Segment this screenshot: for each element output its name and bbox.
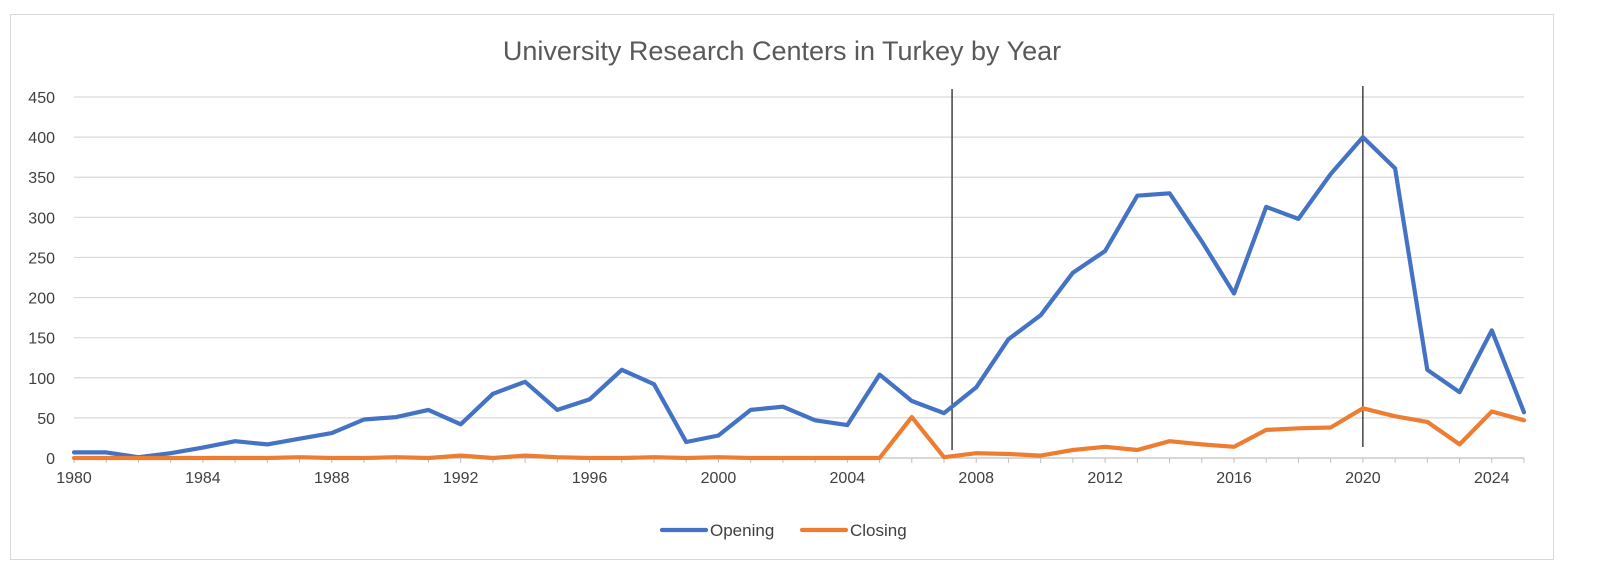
- legend-label-opening: Opening: [710, 521, 774, 540]
- x-axis-ticks: 1980 1984 1988 1992 1996 2000 2004 2008 2012 2016…: [56, 458, 1525, 487]
- y-tick-label: 450: [28, 90, 55, 107]
- gridlines: [74, 96, 1524, 459]
- x-tick-label: 2008: [958, 470, 994, 487]
- y-tick-label: 400: [28, 130, 55, 147]
- x-tick-label: 1992: [443, 470, 479, 487]
- y-tick-label: 100: [28, 371, 55, 388]
- vertical-markers: [951, 86, 1364, 450]
- x-tick-label: 1980: [56, 470, 92, 487]
- x-tick-label: 1984: [185, 470, 221, 487]
- legend: Opening Closing: [659, 521, 907, 540]
- series-line-opening: [71, 135, 1527, 460]
- series-lines: [71, 135, 1527, 461]
- x-tick-label: 1996: [572, 470, 608, 487]
- y-tick-label: 150: [28, 331, 55, 348]
- chart-frame: [10, 14, 1554, 560]
- x-tick-label: 2000: [701, 470, 737, 487]
- y-tick-label: 50: [37, 411, 55, 428]
- x-tick-label: 2012: [1087, 470, 1123, 487]
- y-tick-label: 0: [46, 451, 55, 468]
- series-line-closing: [71, 406, 1527, 461]
- chart-title: University Research Centers in Turkey by…: [503, 36, 1061, 66]
- x-tick-label: 2016: [1216, 470, 1252, 487]
- legend-label-closing: Closing: [850, 521, 907, 540]
- y-tick-label: 300: [28, 210, 55, 227]
- y-axis-ticks: 0 50 100 150 200 250 300 350 400 450: [28, 90, 55, 468]
- x-tick-label: 1988: [314, 470, 350, 487]
- y-tick-label: 250: [28, 250, 55, 267]
- x-tick-label: 2004: [830, 470, 866, 487]
- x-tick-label: 2020: [1345, 470, 1381, 487]
- x-tick-label: 2024: [1474, 470, 1510, 487]
- y-tick-label: 350: [28, 170, 55, 187]
- y-tick-label: 200: [28, 291, 55, 308]
